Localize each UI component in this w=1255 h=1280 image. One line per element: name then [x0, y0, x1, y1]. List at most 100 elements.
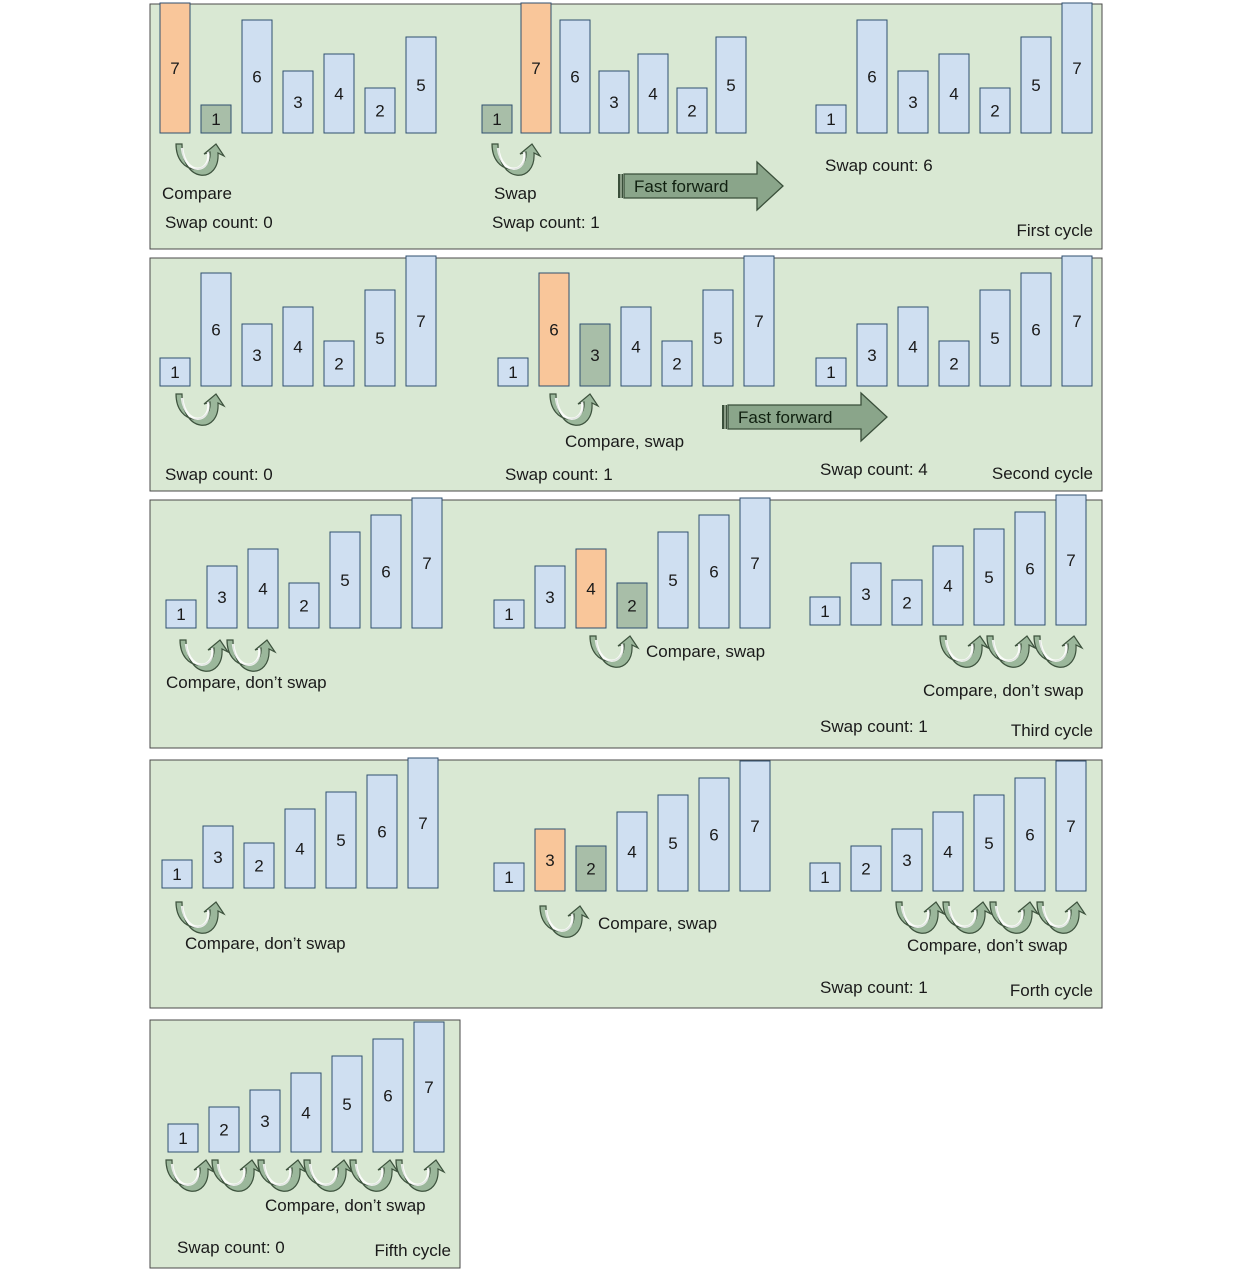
- bar-value-label: 1: [178, 1129, 187, 1148]
- fast-forward-arrow-icon: [623, 160, 784, 212]
- bar-value-label: 2: [902, 594, 911, 613]
- bar-value-label: 3: [867, 346, 876, 365]
- bar-value-label: 2: [375, 102, 384, 121]
- bar-rect: [739, 760, 771, 892]
- bar-value-label: 7: [1072, 312, 1081, 331]
- bar-rect: [202, 825, 234, 889]
- bar-rect: [938, 340, 970, 387]
- array-state-2: 1 3 4 2 5 6 7 Compare, swap: [493, 497, 771, 668]
- panel-cycle-4: 1 3 2 4 5 6 7 Compare, don’t swap 1 3 2 4 5 6 7 Compare…: [149, 757, 1103, 1009]
- compare-arrow-1: [175, 143, 226, 176]
- bar-rect: [620, 306, 652, 387]
- bar-value-label: 5: [336, 831, 345, 850]
- bar-value-label: 6: [709, 563, 718, 582]
- bar-7: 7: [407, 757, 439, 889]
- bar-5: 5: [325, 791, 357, 889]
- bar-rect: [243, 842, 275, 889]
- bar-2: 2: [208, 1106, 240, 1153]
- bar-6: 6: [370, 514, 402, 629]
- bar-4: 4: [284, 808, 316, 889]
- bar-1: 1: [815, 104, 847, 134]
- bar-value-label: 4: [949, 85, 958, 104]
- bar-1: 1: [161, 859, 193, 889]
- bar-rect: [200, 272, 232, 387]
- compare-arrow-icon: [589, 635, 640, 668]
- bar-rect: [413, 1021, 445, 1153]
- bar-value-label: 2: [672, 355, 681, 374]
- bar-rect: [329, 531, 361, 629]
- compare-arrow-icon: [1033, 635, 1084, 668]
- compare-arrow-icon: [549, 393, 600, 426]
- bar-2: 2: [364, 87, 396, 134]
- bar-rect: [167, 1123, 199, 1153]
- bar-value-label: 2: [254, 857, 263, 876]
- fast-forward-label: Fast forward: [634, 177, 728, 196]
- compare-arrow-icon: [895, 901, 946, 934]
- bar-3: 3: [241, 323, 273, 387]
- swap-count: Swap count: 1: [505, 465, 613, 484]
- bar-rect: [1014, 511, 1046, 626]
- bar-value-label: 3: [545, 851, 554, 870]
- bar-rect: [249, 1089, 281, 1153]
- bar-value-label: 7: [418, 814, 427, 833]
- compare-arrow-icon: [175, 901, 226, 934]
- compare-arrow-1: [939, 635, 990, 668]
- bar-2: 2: [850, 845, 882, 892]
- bar-value-label: 4: [943, 577, 952, 596]
- bar-rect: [856, 19, 888, 134]
- bar-7: 7: [159, 2, 191, 134]
- bar-2: 2: [575, 845, 607, 892]
- bar-value-label: 3: [908, 93, 917, 112]
- bar-7: 7: [520, 2, 552, 134]
- bar-rect: [538, 272, 570, 387]
- bar-rect: [411, 497, 443, 629]
- bar-value-label: 1: [211, 110, 220, 129]
- compare-arrow-2: [942, 901, 993, 934]
- bar-rect: [891, 828, 923, 892]
- bar-rect: [815, 104, 847, 134]
- bar-rect: [161, 859, 193, 889]
- bar-value-label: 4: [334, 85, 343, 104]
- bar-value-label: 7: [1072, 59, 1081, 78]
- step-label: Compare, swap: [565, 432, 684, 451]
- bar-6: 6: [1020, 272, 1052, 387]
- bar-rect: [891, 579, 923, 626]
- bar-7: 7: [1061, 2, 1093, 134]
- bar-5: 5: [364, 289, 396, 387]
- bar-3: 3: [897, 70, 929, 134]
- bar-rect: [809, 862, 841, 892]
- bar-value-label: 3: [609, 93, 618, 112]
- bar-rect: [364, 289, 396, 387]
- bar-3: 3: [249, 1089, 281, 1153]
- compare-arrow-1: [491, 143, 542, 176]
- bar-5: 5: [1020, 36, 1052, 134]
- panel-cycle-2: 1 6 3 4 2 5 7 Swap count: 0 1 6 3 4 2 5 7 Compare, swap…: [149, 255, 1103, 492]
- bar-value-label: 7: [754, 312, 763, 331]
- bar-rect: [743, 255, 775, 387]
- bar-rect: [493, 599, 525, 629]
- bar-3: 3: [534, 565, 566, 629]
- bar-value-label: 6: [381, 563, 390, 582]
- bar-rect: [715, 36, 747, 134]
- bar-value-label: 6: [211, 321, 220, 340]
- compare-arrow-icon: [1036, 901, 1087, 934]
- bar-value-label: 1: [826, 110, 835, 129]
- bar-5: 5: [329, 531, 361, 629]
- bar-value-label: 7: [750, 817, 759, 836]
- bar-rect: [579, 323, 611, 387]
- bar-6: 6: [559, 19, 591, 134]
- bar-5: 5: [657, 531, 689, 629]
- bar-value-label: 5: [984, 568, 993, 587]
- bar-rect: [698, 514, 730, 629]
- swap-count: Swap count: 0: [165, 213, 273, 232]
- fast-forward: Fast forward: [618, 160, 784, 212]
- bar-1: 1: [493, 599, 525, 629]
- bar-rect: [288, 582, 320, 629]
- bar-6: 6: [1014, 777, 1046, 892]
- bar-2: 2: [661, 340, 693, 387]
- array-state-1: 1 2 3 4 5 6 7 Compare, don’t swap Swap count: 0: [165, 1021, 446, 1257]
- compare-arrow-icon: [986, 635, 1037, 668]
- step-label: Compare, don’t swap: [923, 681, 1084, 700]
- step-label: Compare, don’t swap: [166, 673, 327, 692]
- compare-arrow-icon: [175, 143, 226, 176]
